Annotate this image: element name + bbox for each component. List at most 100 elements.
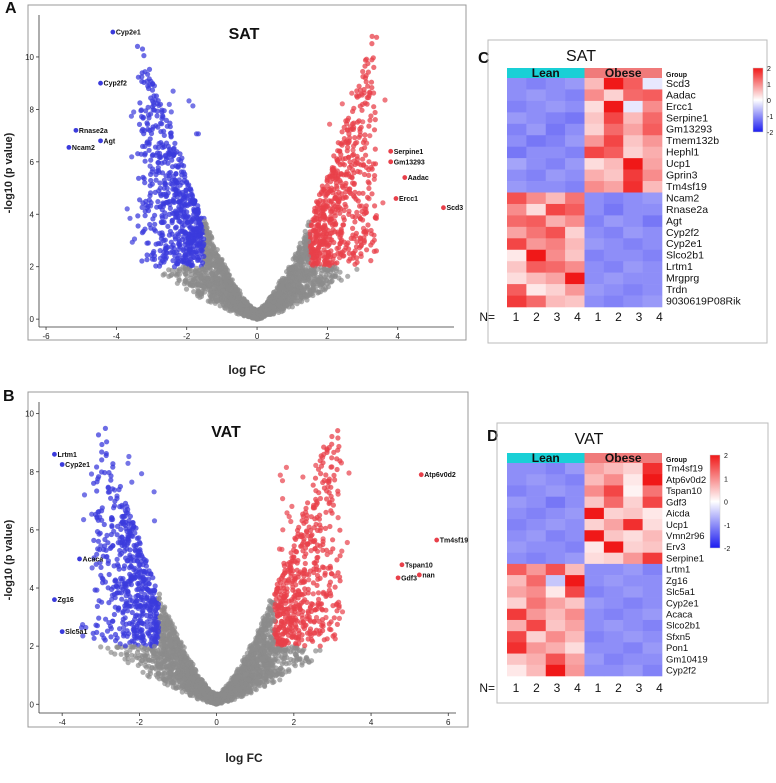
data-point [291, 287, 297, 293]
labeled-gene-point [98, 80, 103, 86]
data-point [197, 294, 203, 300]
data-point [345, 127, 351, 133]
data-point [324, 183, 330, 189]
data-point [194, 242, 200, 248]
data-point [362, 57, 369, 63]
data-point [140, 200, 146, 206]
data-point [338, 151, 344, 158]
data-point [315, 290, 321, 296]
data-point [157, 185, 163, 191]
data-point [300, 271, 306, 277]
gene-label: Scd3 [446, 205, 463, 212]
data-point [170, 258, 176, 264]
data-point [173, 272, 180, 278]
data-point [323, 192, 329, 198]
data-point [217, 266, 223, 272]
labeled-gene-point [388, 159, 394, 165]
data-point [369, 85, 375, 91]
data-point [165, 143, 171, 149]
data-point [354, 239, 360, 245]
data-point [345, 273, 351, 279]
data-point [209, 276, 215, 282]
data-point [362, 132, 368, 138]
data-point [176, 237, 182, 243]
data-point [329, 433, 335, 440]
data-point [323, 509, 329, 515]
data-point [145, 208, 152, 214]
data-point [157, 180, 163, 186]
gene-labels: Cyp2e1Cyp2f2Rnase2aAgtNcam2Serpine1Gm132… [66, 30, 463, 212]
data-point [321, 239, 327, 245]
data-point [138, 108, 144, 114]
data-point [312, 271, 318, 277]
data-point [297, 250, 303, 256]
data-point [178, 257, 184, 263]
data-point [345, 115, 352, 121]
data-point [213, 268, 219, 274]
data-point [96, 615, 102, 621]
data-point [335, 148, 341, 154]
data-point [235, 311, 242, 317]
data-point [310, 251, 316, 257]
data-point [360, 225, 367, 231]
data-point [279, 308, 285, 315]
data-point [355, 161, 361, 167]
data-point [129, 154, 135, 160]
data-point [344, 121, 350, 127]
data-point [292, 256, 299, 263]
data-point [337, 162, 343, 168]
data-point [155, 145, 161, 151]
data-point [99, 449, 105, 455]
data-point [329, 260, 335, 266]
data-point [155, 160, 161, 166]
data-point [285, 297, 292, 303]
data-point [356, 245, 363, 251]
data-point [194, 215, 200, 221]
data-point [225, 273, 232, 280]
data-point [156, 102, 162, 109]
labeled-gene-point [402, 175, 408, 180]
data-point [173, 178, 179, 184]
data-point [144, 120, 150, 126]
data-point [371, 248, 377, 254]
data-point [182, 278, 188, 284]
data-point [205, 275, 211, 281]
data-point [94, 488, 100, 494]
data-point [302, 560, 308, 567]
data-point [297, 298, 303, 304]
data-point [152, 228, 158, 234]
data-point [192, 198, 198, 204]
data-point [139, 258, 145, 264]
data-point [313, 237, 320, 243]
data-point [147, 221, 153, 228]
data-point [374, 34, 380, 40]
data-point [226, 307, 232, 313]
data-point [354, 255, 360, 261]
data-point [168, 239, 174, 245]
data-point [185, 251, 192, 257]
data-point [176, 268, 182, 274]
data-point [352, 261, 358, 267]
data-point [165, 223, 171, 229]
scatter-points [79, 425, 352, 707]
data-point [200, 260, 206, 266]
data-point [223, 268, 229, 274]
data-point [150, 250, 156, 256]
data-point [350, 225, 356, 231]
data-point [142, 143, 148, 149]
data-point [161, 128, 167, 134]
data-point [371, 90, 377, 96]
data-point [148, 130, 155, 137]
data-point [241, 313, 247, 319]
data-point [175, 261, 181, 267]
data-point [201, 236, 207, 242]
data-point [149, 98, 156, 104]
data-point [334, 621, 340, 628]
y-axis-label: -log10 (p value) [3, 132, 15, 213]
labeled-gene-point [441, 205, 446, 211]
data-point [382, 97, 388, 103]
data-point [201, 241, 207, 247]
data-point [330, 190, 336, 196]
data-point [271, 289, 277, 295]
data-point [207, 298, 213, 304]
